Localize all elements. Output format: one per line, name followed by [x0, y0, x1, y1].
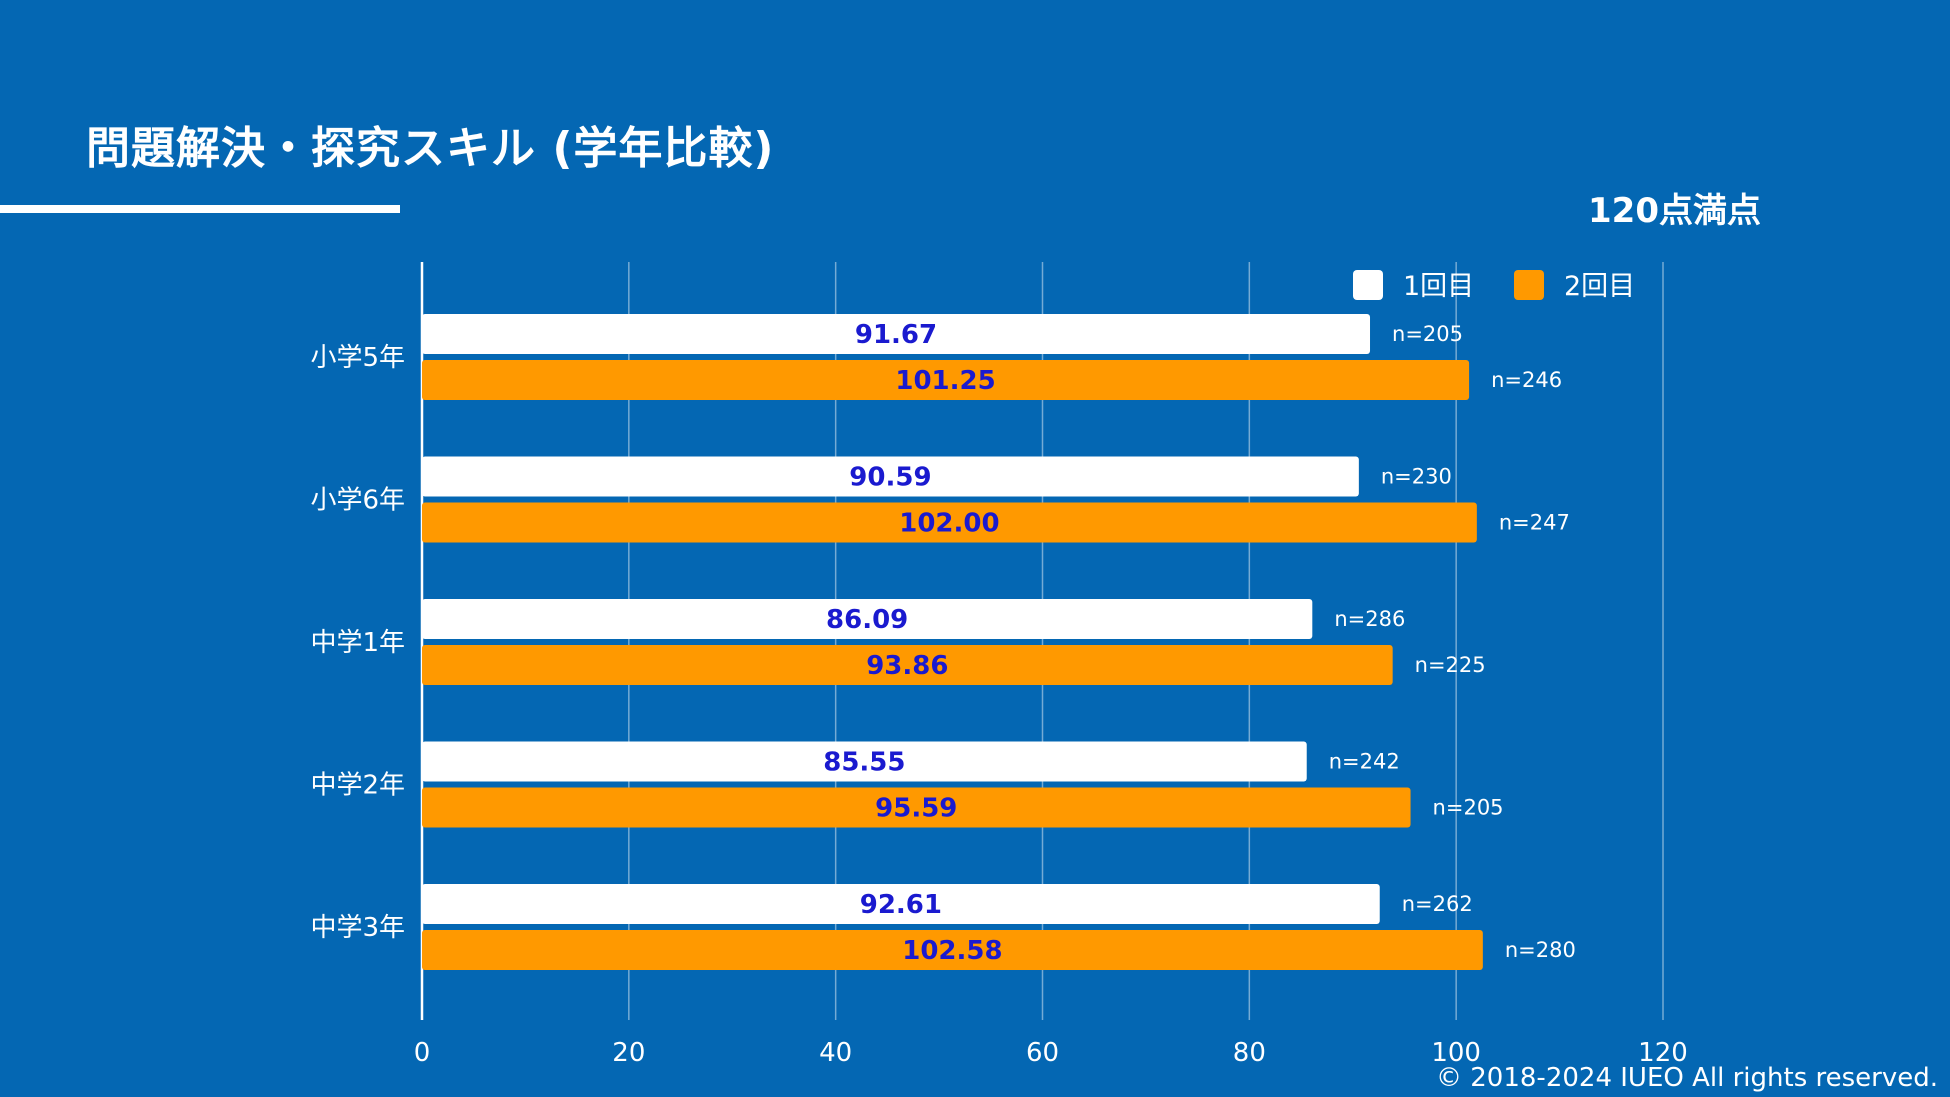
bar-value-label: 102.00 [899, 509, 999, 539]
sample-size-label: n=242 [1329, 750, 1400, 774]
category-label: 中学2年 [310, 771, 405, 801]
bar-round-2 [422, 645, 1393, 685]
category-label: 小学5年 [310, 343, 405, 373]
bar-round-1 [422, 456, 1359, 497]
bar-round-2 [422, 360, 1470, 400]
bar-value-label: 85.55 [823, 748, 905, 778]
sample-size-label: n=225 [1415, 653, 1486, 677]
bar-round-1 [422, 599, 1313, 639]
category-label: 中学3年 [310, 913, 405, 943]
bar-value-label: 95.59 [875, 794, 957, 824]
copyright-notice: © 2018-2024 IUEO All rights reserved. [1436, 1063, 1938, 1093]
sample-size-label: n=280 [1505, 938, 1576, 962]
x-tick-label: 40 [819, 1038, 852, 1068]
bar-value-label: 102.58 [902, 936, 1002, 966]
bar-value-label: 93.86 [866, 651, 948, 681]
legend-swatch-round-2 [1514, 270, 1544, 300]
bar-value-label: 91.67 [855, 320, 937, 350]
x-tick-label: 80 [1233, 1038, 1266, 1068]
bar-round-1 [422, 741, 1307, 782]
bar-value-label: 90.59 [849, 463, 931, 493]
x-tick-label: 120 [1638, 1038, 1688, 1068]
bar-round-1 [422, 884, 1380, 924]
bar-value-label: 92.61 [860, 890, 942, 920]
x-tick-label: 0 [414, 1038, 431, 1068]
title-underline [0, 205, 400, 213]
sample-size-label: n=230 [1381, 465, 1452, 489]
sample-size-label: n=205 [1392, 322, 1463, 346]
bars [422, 314, 1483, 970]
page-title: 問題解決・探究スキル (学年比較) [86, 123, 775, 174]
sample-size-label: n=247 [1499, 511, 1570, 535]
legend-label-round-1: 1回目 [1403, 271, 1474, 302]
x-tick-label: 60 [1026, 1038, 1059, 1068]
sample-size-label: n=262 [1402, 892, 1473, 916]
legend-label-round-2: 2回目 [1564, 271, 1635, 302]
max-score-note: 120点満点 [1588, 191, 1761, 231]
bar-value-label: 101.25 [895, 366, 995, 396]
bar-round-2 [422, 930, 1483, 970]
labels: 0 20 40 60 80 100 120 小学5年 91.67 n=205 101.25 n=246… [310, 320, 1687, 1068]
category-label: 小学6年 [310, 486, 405, 516]
sample-size-label: n=246 [1491, 368, 1562, 392]
bar-round-2 [422, 502, 1477, 543]
x-tick-label: 20 [612, 1038, 645, 1068]
bar-round-2 [422, 787, 1411, 828]
x-tick-label: 100 [1431, 1038, 1481, 1068]
bar-value-label: 86.09 [826, 605, 908, 635]
sample-size-label: n=205 [1433, 796, 1504, 820]
category-label: 中学1年 [310, 628, 405, 658]
legend-swatch-round-1 [1353, 270, 1383, 300]
legend: 1回目 2回目 [1353, 270, 1635, 302]
bar-round-1 [422, 314, 1371, 354]
sample-size-label: n=286 [1334, 607, 1405, 631]
